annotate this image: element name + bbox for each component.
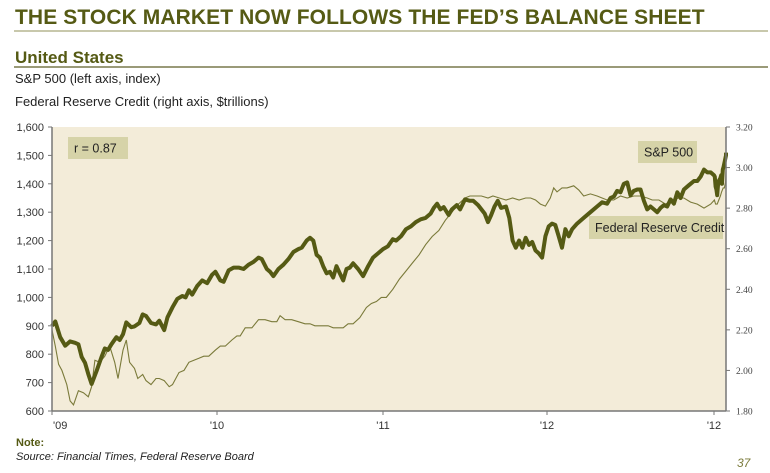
- y-tick-label: 1,100: [16, 264, 44, 276]
- x-tick-label: '09: [53, 420, 67, 432]
- sp500-series-label: S&P 500: [644, 146, 693, 160]
- y-tick-label: 700: [26, 378, 44, 390]
- title-divider: [14, 30, 768, 32]
- y-tick-label: 1,500: [16, 150, 44, 162]
- series-line-fed-reserve-credit: [51, 171, 727, 406]
- fed-label-box: [589, 216, 723, 239]
- y-tick-label: 1,000: [16, 292, 44, 304]
- series-description-fed: Federal Reserve Credit (right axis, $tri…: [15, 94, 269, 109]
- y2-tick-label: 2.80: [736, 205, 753, 215]
- correlation-label-box: [68, 137, 128, 159]
- y2-tick-label: 3.20: [736, 124, 753, 134]
- y-tick-label: 1,300: [16, 207, 44, 219]
- y2-tick-label: 3.00: [736, 164, 753, 174]
- page-title: THE STOCK MARKET NOW FOLLOWS THE FED’S B…: [15, 6, 705, 29]
- y-tick-label: 600: [26, 406, 44, 418]
- note-label: Note:: [16, 437, 45, 449]
- source-text: Source: Financial Times, Federal Reserve…: [16, 451, 254, 463]
- x-tick-label: '11: [376, 420, 390, 432]
- plot-area: [52, 127, 726, 411]
- y-tick-label: 1,200: [16, 236, 44, 248]
- y-tick-label: 900: [26, 321, 44, 333]
- sp500-label-box: [638, 141, 697, 163]
- section-title: United States: [15, 48, 124, 67]
- correlation-label: r = 0.87: [74, 142, 117, 156]
- fed-series-label: Federal Reserve Credit: [595, 221, 725, 235]
- x-tick-label: '12: [707, 420, 721, 432]
- y-tick-label: 1,400: [16, 179, 44, 191]
- y2-tick-label: 2.20: [736, 326, 753, 336]
- y-tick-label: 1,600: [16, 122, 44, 134]
- y2-tick-label: 1.80: [736, 408, 753, 418]
- y2-tick-label: 2.40: [736, 286, 753, 296]
- series-line-sp500: [50, 152, 728, 386]
- x-tick-label: '12: [540, 420, 554, 432]
- y2-tick-label: 2.00: [736, 367, 753, 377]
- page-number: 37: [737, 456, 751, 470]
- section-divider: [14, 66, 768, 68]
- y2-tick-label: 2.60: [736, 245, 753, 255]
- y-tick-label: 800: [26, 349, 44, 361]
- series-description-sp500: S&P 500 (left axis, index): [15, 71, 161, 86]
- x-tick-label: '10: [210, 420, 224, 432]
